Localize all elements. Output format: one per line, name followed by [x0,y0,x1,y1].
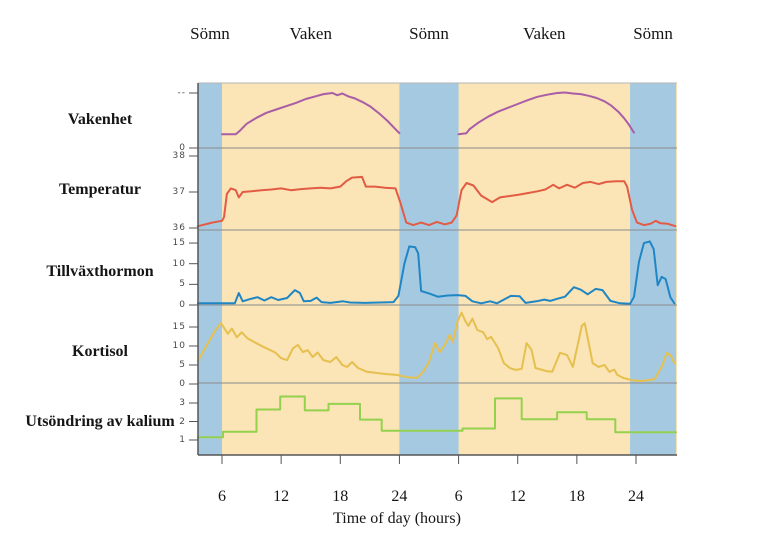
series-temperatur [196,175,677,228]
y-tick-label-tillvaxthormon: 0 [179,300,186,310]
row-label-vakenhet: Vakenhet [67,111,133,128]
y-tick-label-kortisol: 15 [172,322,186,332]
x-axis-title: Time of day (hours) [333,510,461,527]
y-tick-label-kalium: 2 [179,416,186,427]
sleep-band [399,83,459,455]
x-tick-label: 18 [332,488,349,505]
series-tillvaxthormon [196,240,676,305]
phase-label-wake: Vaken [523,24,566,43]
series-kalium [196,395,677,439]
x-tick-label: 18 [568,488,585,505]
y-tick-label-tillvaxthormon: 10 [172,258,186,269]
row-label-kortisol: Kortisol [72,343,128,360]
series-vakenhet [457,91,635,136]
y-tick-label-kortisol: 5 [179,360,186,370]
x-tick-label: 24 [391,488,408,505]
y-tick-label-temperatur: 37 [172,187,186,197]
sleep-band [197,83,222,455]
y-tick-label-kortisol: 0 [179,379,186,389]
y-tick-label-tillvaxthormon: 5 [179,279,186,290]
x-tick-label: 24 [627,488,644,505]
y-tick-label-kalium: 3 [179,398,186,408]
y-tick-label-tillvaxthormon: 15 [172,238,186,249]
phase-label-sleep: Sömn [190,24,230,43]
row-label-kalium: Utsöndring av kalium [25,413,175,430]
y-tick-label-vakenhet: -- [177,88,186,98]
x-tick-label: 12 [273,488,290,505]
phase-label-sleep: Sömn [409,24,449,43]
y-tick-label-kalium: 1 [179,435,186,445]
x-tick-label: 6 [454,488,463,505]
row-label-tillvaxthormon: Tillväxthormon [46,263,154,280]
x-tick-label: 12 [509,488,526,505]
y-tick-label-temperatur: 36 [172,223,186,233]
y-tick-label-kortisol: 10 [172,341,186,351]
series-vakenhet [221,92,401,136]
phase-label-sleep: Sömn [633,24,673,43]
phase-label-wake: Vaken [289,24,332,43]
y-tick-label-vakenhet: 0 [179,143,186,153]
y-tick-label-temperatur: 38 [172,151,186,161]
row-label-temperatur: Temperatur [58,181,142,198]
series-kortisol [196,311,676,382]
x-tick-label: 6 [218,488,226,505]
